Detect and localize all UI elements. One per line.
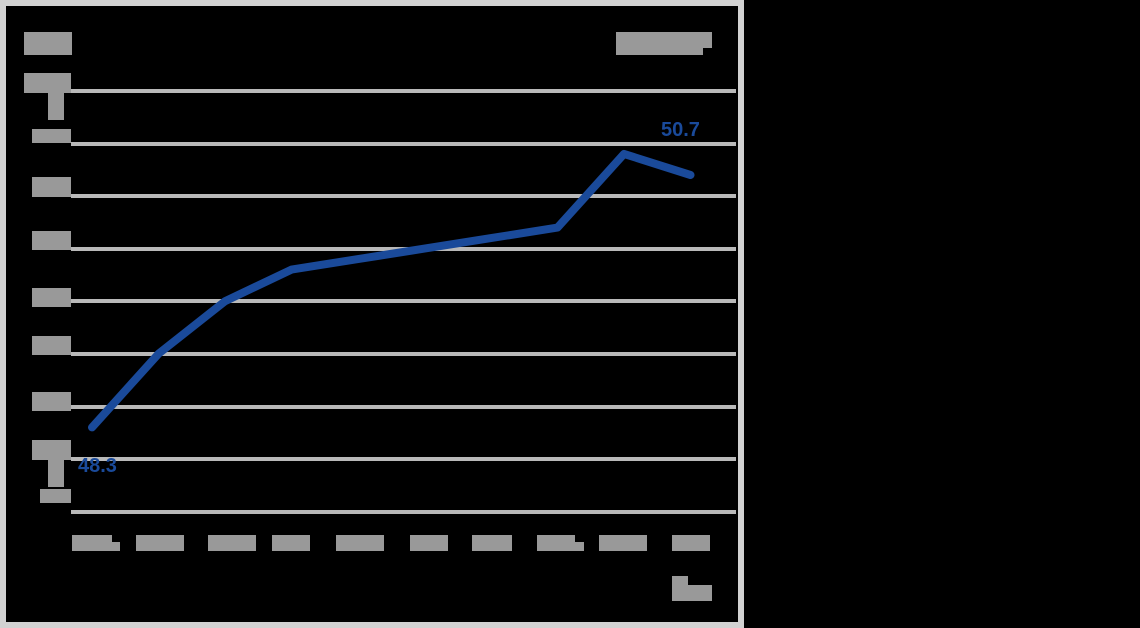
x-tick-label-placeholder [672,535,710,551]
gridline [71,299,736,303]
legend-placeholder [616,32,712,48]
x-tick-label-placeholder [72,535,112,551]
gridline [71,352,736,356]
data-label-end: 50.7 [661,119,700,141]
y-axis-title-placeholder [24,32,72,55]
chart-panel: 48.3 50.7 [0,0,744,628]
gridline [71,405,736,409]
y-tick-appendage-placeholder [48,93,64,120]
y-tick-label-placeholder [24,73,71,93]
gridline [71,457,736,461]
y-tick-label-placeholder [32,231,71,250]
y-tick-label-placeholder [32,288,71,307]
x-axis-title-placeholder [672,585,712,601]
x-tick-label-placeholder [272,535,310,551]
gridline [71,194,736,198]
x-tick-label-placeholder [208,535,256,551]
y-tick-appendage-placeholder [48,460,64,487]
data-label-start: 48.3 [78,455,117,477]
gridline [71,510,736,514]
gridline [71,142,736,146]
x-tick-label-placeholder [599,535,647,551]
x-tick-tail-placeholder [112,542,120,551]
x-tick-label-placeholder [136,535,184,551]
y-tick-label-placeholder [32,392,71,411]
trend-line [88,149,695,432]
x-tick-tail-placeholder [575,542,584,551]
x-tick-label-placeholder [336,535,384,551]
legend-placeholder [616,48,703,55]
gridline [71,89,736,93]
y-tick-label-placeholder [32,177,71,197]
x-tick-label-placeholder [537,535,575,551]
x-tick-label-placeholder [410,535,448,551]
trend-line-svg [88,149,695,432]
y-tick-label-placeholder [32,440,71,460]
y-tick-label-placeholder [32,129,71,143]
y-tick-label-placeholder [40,489,71,503]
y-tick-label-placeholder [32,336,71,355]
x-axis-title-placeholder [672,576,688,585]
x-tick-label-placeholder [472,535,512,551]
